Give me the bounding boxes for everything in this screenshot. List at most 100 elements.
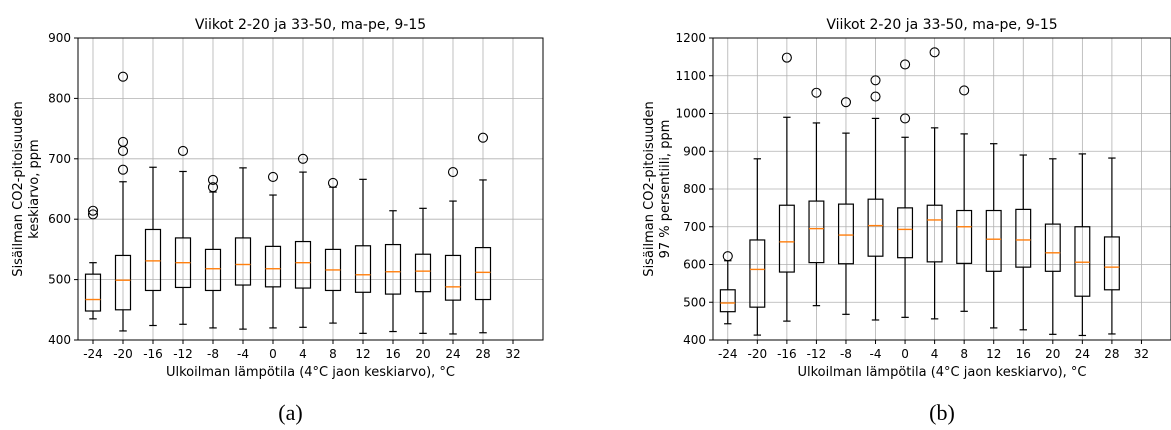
outlier-point (327, 177, 339, 189)
box--8 (837, 97, 854, 315)
y-tick-label: 900 (683, 144, 706, 158)
x-tick-label: -24 (83, 347, 103, 361)
x-tick-label: 8 (329, 347, 337, 361)
x-tick-label: 32 (505, 347, 520, 361)
box--12 (174, 145, 192, 325)
x-tick-label: -8 (207, 347, 219, 361)
box-iqr (956, 209, 973, 264)
box-iqr (444, 254, 462, 301)
box--16 (144, 166, 162, 327)
box-iqr (1103, 236, 1120, 291)
chart-title: Viikot 2-20 ja 33-50, ma-pe, 9-15 (195, 17, 426, 33)
panel-label: (b) (929, 400, 955, 425)
box--8 (204, 174, 222, 329)
box-4 (294, 153, 312, 328)
box-iqr (719, 289, 736, 313)
box-20 (1044, 158, 1061, 335)
outlier-point (870, 91, 881, 102)
outlier-point (117, 136, 129, 147)
y-tick-label: 400 (683, 333, 706, 347)
y-tick-label: 800 (48, 91, 71, 105)
outlier-point (722, 251, 733, 262)
box-16 (1015, 154, 1032, 331)
outlier-point (840, 97, 852, 108)
box-8 (324, 177, 342, 324)
outlier-point (870, 75, 881, 86)
x-tick-label: -20 (113, 347, 133, 361)
outlier-point (87, 209, 99, 220)
box-8 (956, 85, 973, 312)
y-axis-label: Sisäilman CO2-pitoisuuden (642, 101, 657, 276)
outlier-point (781, 52, 792, 63)
box-iqr (354, 245, 372, 293)
x-tick-label: -20 (748, 347, 768, 361)
box-12 (354, 178, 372, 334)
box-iqr (926, 204, 943, 263)
box-24 (444, 167, 462, 335)
y-tick-label: 700 (48, 152, 71, 166)
outlier-point (477, 132, 489, 143)
x-tick-label: -12 (807, 347, 827, 361)
box-iqr (867, 198, 884, 257)
x-tick-label: -4 (237, 347, 249, 361)
outlier-point (117, 164, 129, 175)
y-tick-label: 700 (683, 220, 706, 234)
x-tick-label: -24 (718, 347, 738, 361)
x-axis-label: Ulkoilman lämpötila (4°C jaon keskiarvo)… (797, 365, 1086, 380)
box--12 (808, 87, 825, 307)
chart-panel-b: -24 -20 -16 -12 -8 -4 0 4 8 12 16 20 24 28 32 400 500 600… (642, 17, 1171, 425)
x-tick-label: 16 (1016, 347, 1031, 361)
panel-label: (a) (278, 400, 302, 425)
box-0 (264, 171, 282, 329)
x-tick-label: 4 (299, 347, 307, 361)
outlier-point (117, 71, 129, 82)
x-tick-label: 20 (415, 347, 430, 361)
outlier-point (900, 59, 911, 70)
outlier-point (929, 47, 940, 58)
outlier-point (177, 145, 189, 156)
x-tick-label: 28 (475, 347, 490, 361)
x-tick-label: -4 (870, 347, 882, 361)
outlier-point (447, 167, 459, 178)
x-tick-label: 32 (1134, 347, 1149, 361)
chart-title: Viikot 2-20 ja 33-50, ma-pe, 9-15 (826, 17, 1057, 33)
box-iqr (204, 248, 222, 292)
box-16 (384, 210, 402, 333)
y-axis-label: Sisäilman CO2-pitoisuuden (11, 101, 26, 276)
box-24 (1074, 153, 1091, 337)
y-tick-label: 900 (48, 31, 71, 45)
x-tick-label: -12 (173, 347, 193, 361)
x-tick-label: 12 (986, 347, 1001, 361)
box--20 (749, 158, 766, 336)
box-iqr (749, 239, 766, 308)
box-4 (926, 47, 943, 320)
box--4 (234, 167, 252, 330)
box-iqr (234, 237, 252, 286)
x-axis-label: Ulkoilman lämpötila (4°C jaon keskiarvo)… (166, 365, 455, 380)
box-iqr (384, 243, 402, 295)
box--16 (778, 52, 795, 322)
y-tick-label: 800 (683, 182, 706, 196)
outlier-point (900, 113, 911, 124)
box-iqr (985, 209, 1002, 272)
x-tick-label: 20 (1045, 347, 1060, 361)
x-tick-label: 24 (1075, 347, 1090, 361)
box-iqr (84, 273, 102, 312)
x-tick-label: 12 (355, 347, 370, 361)
y-tick-label: 600 (48, 212, 71, 226)
x-tick-label: 24 (445, 347, 460, 361)
y-tick-label: 1000 (675, 107, 706, 121)
outlier-point (959, 85, 970, 96)
box-iqr (1074, 226, 1091, 297)
chart-panel-a: -24 -20 -16 -12 -8 -4 0 4 8 12 16 20 24 28 32 400 500 600… (11, 17, 544, 425)
x-tick-label: -8 (840, 347, 852, 361)
box-iqr (264, 245, 282, 288)
box-0 (897, 59, 914, 318)
outlier-point (297, 153, 309, 164)
box--24 (719, 251, 736, 325)
x-tick-label: -16 (143, 347, 163, 361)
box-iqr (897, 207, 914, 259)
x-tick-label: 16 (385, 347, 400, 361)
box-28 (1103, 157, 1120, 335)
x-tick-label: 0 (901, 347, 909, 361)
